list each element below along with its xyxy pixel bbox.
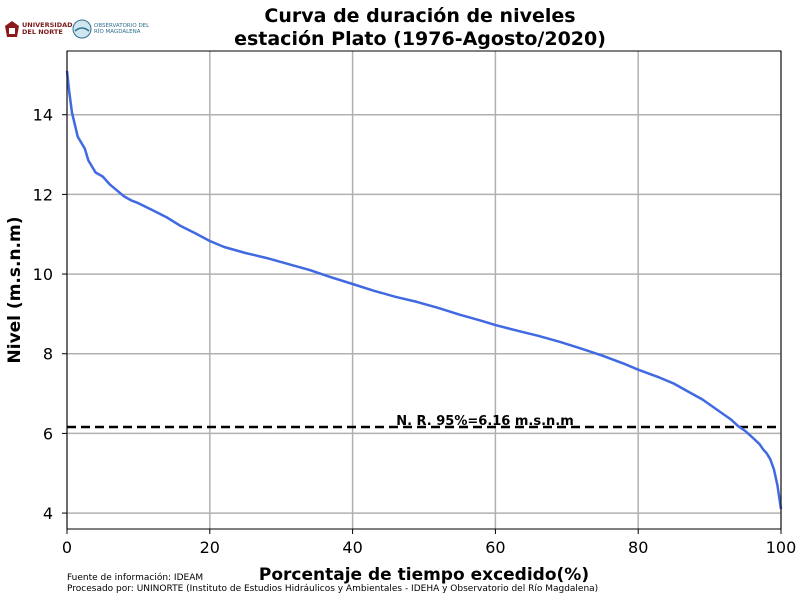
chart-title-line2: estación Plato (1976-Agosto/2020) [234, 28, 606, 50]
y-axis-label: Nivel (m.s.n.m) [5, 217, 25, 364]
university-crest-icon [5, 21, 19, 37]
x-tick-label: 20 [200, 538, 220, 557]
observatory-logo-line1: OBSERVATORIO DEL [94, 22, 150, 29]
series-layer [65, 70, 783, 510]
university-logo-line1: UNIVERSIDAD [22, 21, 73, 29]
university-logo-text: UNIVERSIDAD DEL NORTE [22, 22, 73, 36]
y-tick-label: 4 [43, 504, 53, 523]
plot-frame [66, 50, 782, 530]
x-tick-label: 40 [342, 538, 362, 557]
chart-title-line1: Curva de duración de niveles [264, 5, 575, 27]
x-tick-label: 60 [485, 538, 505, 557]
grid [66, 51, 782, 529]
x-tick-label: 100 [766, 538, 797, 557]
footer-source: Fuente de información: IDEAM [67, 573, 204, 583]
observatory-logo-line2: RÍO MAGDALENA [94, 29, 141, 35]
footer-processed-by: Procesado por: UNINORTE (Instituto de Es… [67, 584, 599, 594]
reference-line-label: N. R. 95%=6.16 m.s.n.m [396, 414, 574, 429]
observatorio-rio-magdalena-logo: OBSERVATORIO DEL RÍO MAGDALENA [72, 16, 149, 42]
universidad-del-norte-logo: UNIVERSIDAD DEL NORTE [4, 16, 73, 42]
duration-curve-line [65, 70, 783, 510]
observatory-logo-text: OBSERVATORIO DEL RÍO MAGDALENA [94, 23, 149, 36]
y-tick-label: 8 [43, 345, 53, 364]
y-tick-label: 10 [33, 265, 53, 284]
observatory-circle-icon [72, 19, 92, 39]
university-logo-line2: DEL NORTE [22, 28, 63, 36]
x-tick-label: 80 [628, 538, 648, 557]
x-tick-label: 0 [62, 538, 72, 557]
ticks: 0 20 40 60 80 100 4 6 8 10 12 14 [33, 106, 797, 557]
x-axis-label: Porcentaje de tiempo excedido(%) [259, 565, 589, 585]
y-tick-label: 14 [33, 106, 53, 125]
y-tick-label: 6 [43, 424, 53, 443]
y-tick-label: 12 [33, 185, 53, 204]
